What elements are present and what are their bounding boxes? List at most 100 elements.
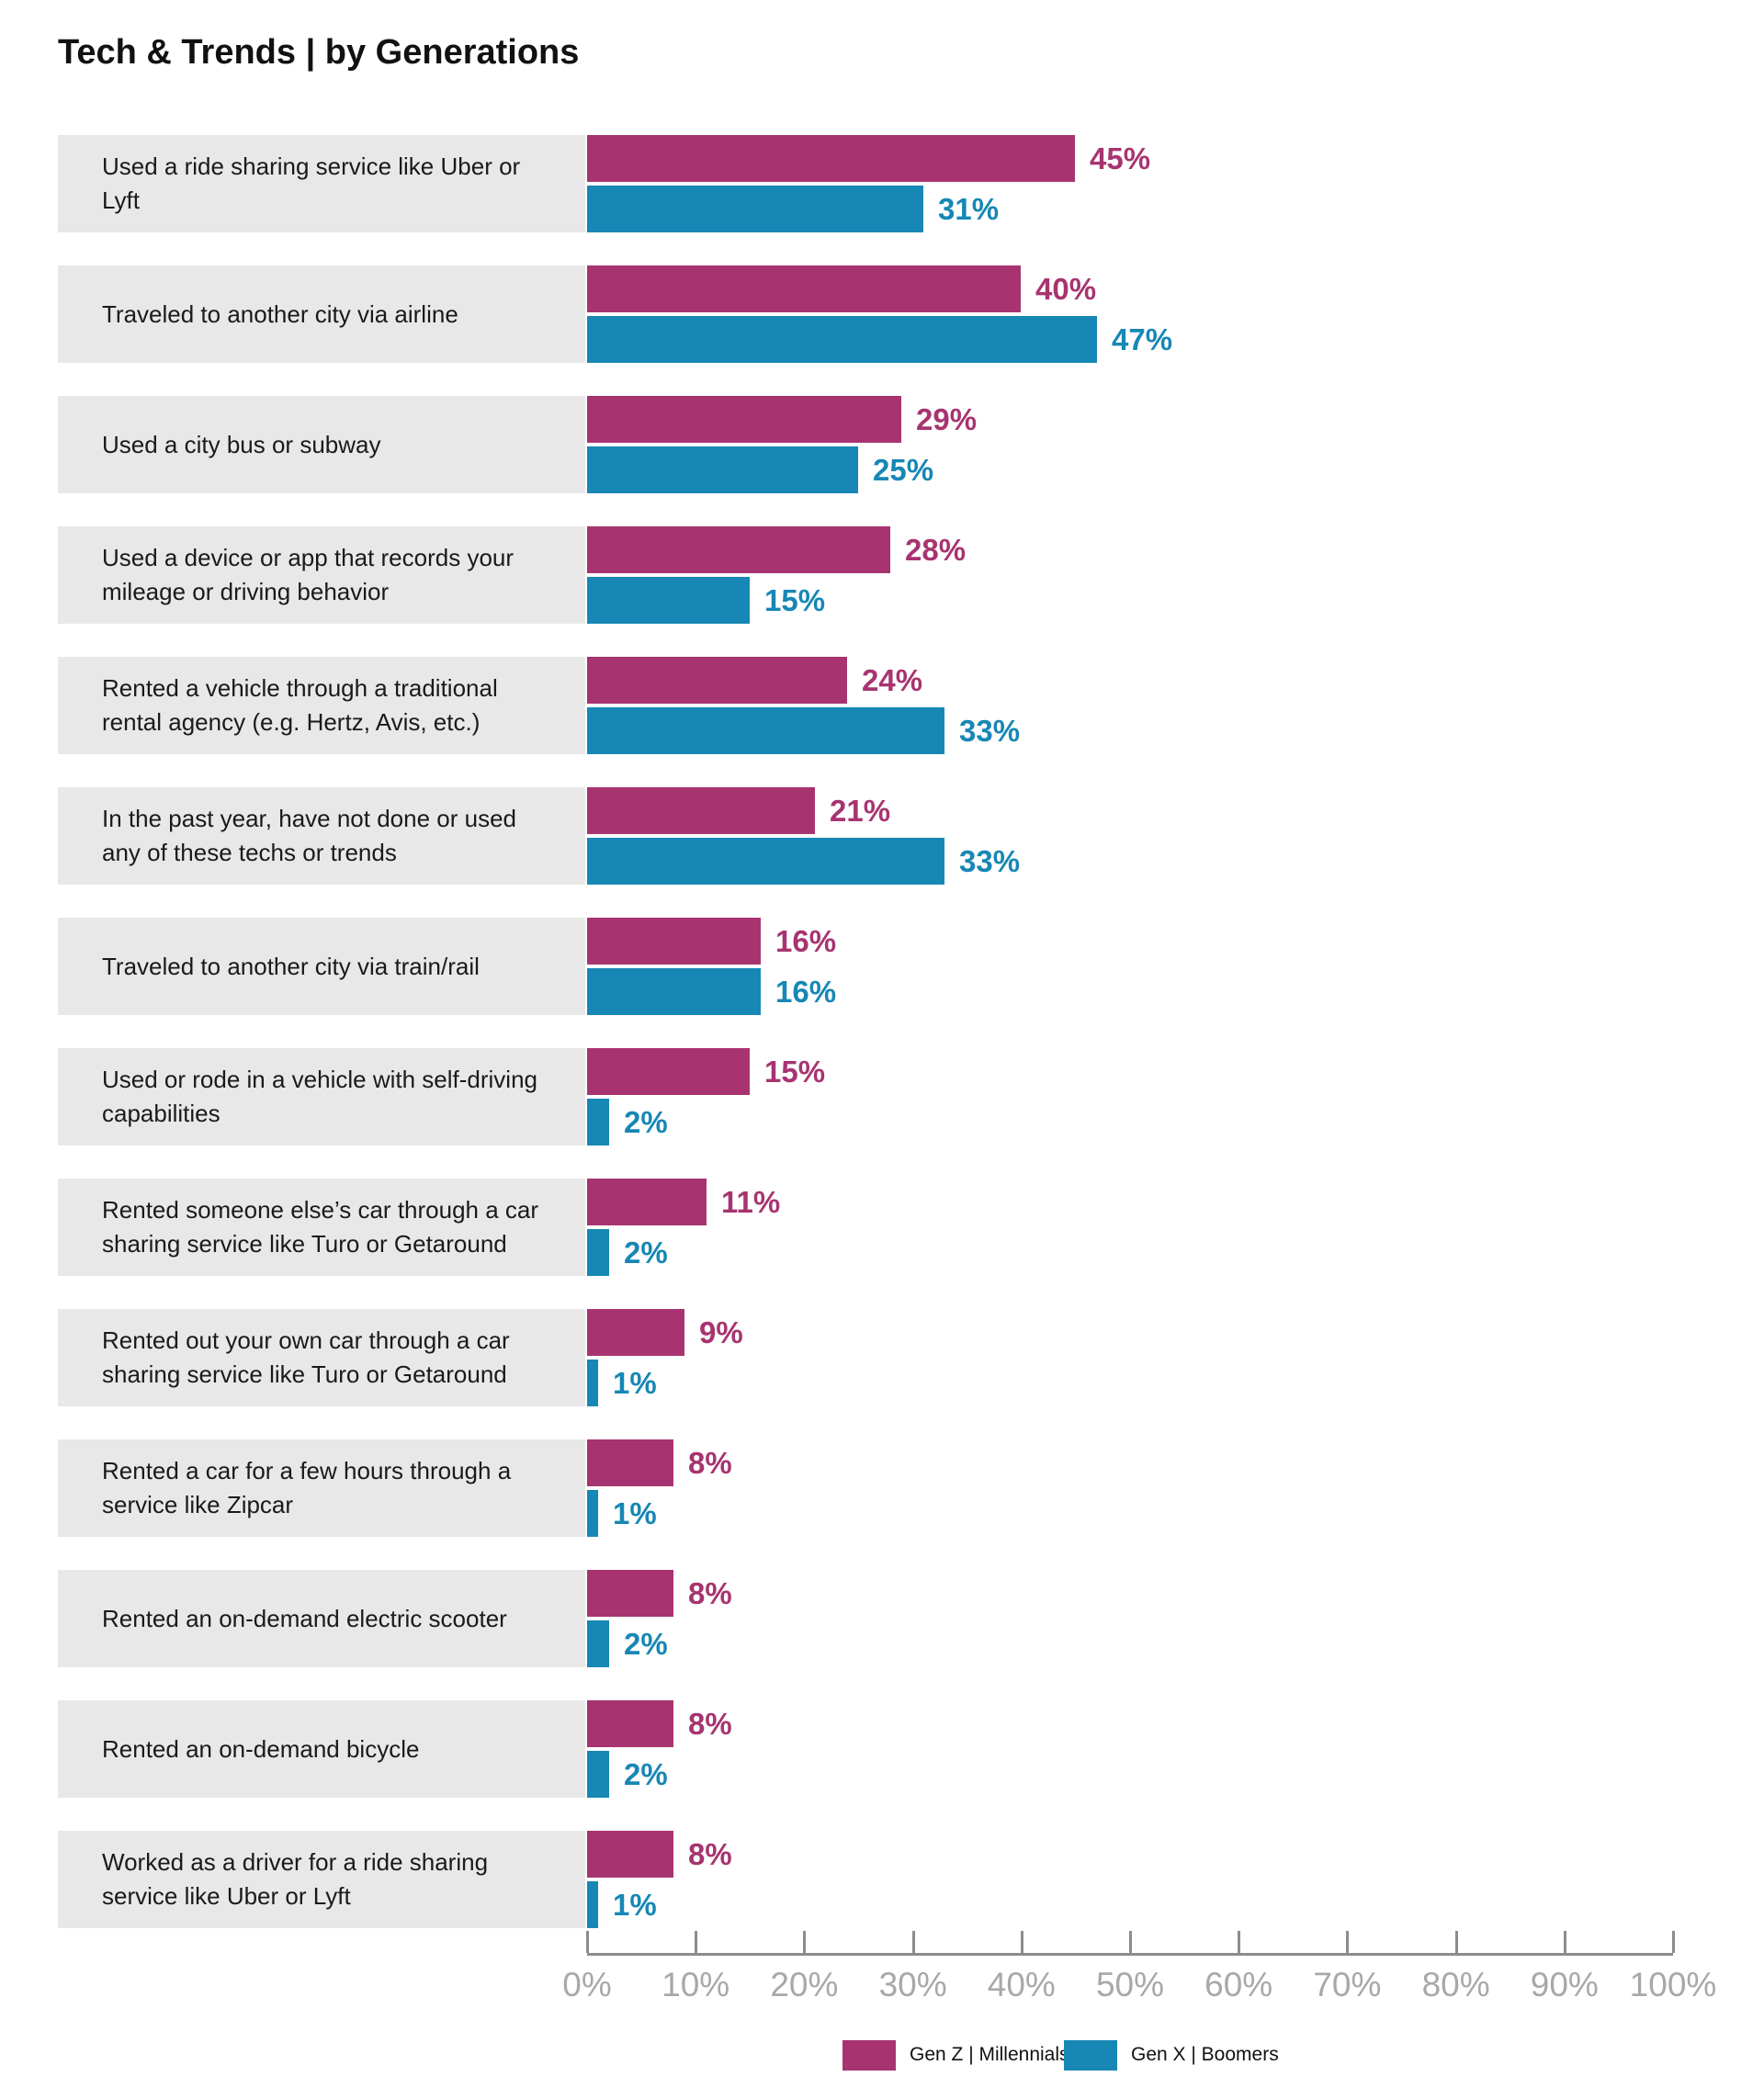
- category-label: Used a device or app that records your m…: [58, 526, 585, 624]
- bar-group: 28% 15%: [587, 526, 966, 624]
- value-label: 1%: [613, 1887, 657, 1922]
- chart-row: In the past year, have not done or used …: [0, 787, 1764, 885]
- x-axis-tick-labels: 0% 10% 20% 30% 40% 50% 60% 70% 80% 90% 100%: [562, 1966, 1716, 2012]
- axis-tick: [803, 1931, 807, 1953]
- value-label: 29%: [916, 401, 978, 436]
- chart-row: Used or rode in a vehicle with self-driv…: [0, 1048, 1764, 1145]
- legend-item-gen-z-millennials: Gen Z | Millennials: [842, 2039, 1069, 2071]
- axis-tick-label: 50%: [1095, 1966, 1165, 2003]
- value-label: 2%: [624, 1756, 668, 1791]
- legend-label: Gen Z | Millennials: [910, 2044, 1069, 2065]
- chart-row: Rented a car for a few hours through a s…: [0, 1439, 1764, 1537]
- bar-group: 24% 33%: [587, 657, 1020, 754]
- bar-gen-z-millennials: [587, 1048, 750, 1095]
- category-label: Rented a vehicle through a traditional r…: [58, 657, 585, 754]
- bar-gen-x-boomers: [587, 1490, 598, 1537]
- bar-gen-z-millennials: [587, 526, 890, 573]
- value-label: 15%: [764, 1054, 826, 1089]
- bar-line: 11%: [587, 1179, 780, 1225]
- axis-tick-label: 40%: [987, 1966, 1056, 2003]
- bar-line: 28%: [587, 526, 966, 573]
- bar-gen-x-boomers: [587, 577, 750, 624]
- value-label: 1%: [613, 1365, 657, 1400]
- axis-tick-label: 10%: [662, 1966, 730, 2003]
- value-label: 11%: [721, 1184, 781, 1219]
- bar-line: 25%: [587, 446, 977, 493]
- bar-line: 2%: [587, 1620, 732, 1667]
- axis-tick-label: 90%: [1530, 1966, 1599, 2003]
- bar-line: 15%: [587, 1048, 825, 1095]
- category-label: Traveled to another city via train/rail: [58, 918, 585, 1015]
- category-label: Rented an on-demand electric scooter: [58, 1570, 585, 1667]
- chart-row: Used a ride sharing service like Uber or…: [0, 135, 1764, 232]
- legend-swatch: [1064, 2039, 1117, 2071]
- bar-gen-z-millennials: [587, 1831, 673, 1878]
- bar-group: 29% 25%: [587, 396, 977, 493]
- category-label: Traveled to another city via airline: [58, 265, 585, 363]
- value-label: 25%: [873, 452, 934, 487]
- category-label: Used or rode in a vehicle with self-driv…: [58, 1048, 585, 1145]
- category-label: In the past year, have not done or used …: [58, 787, 585, 885]
- category-label: Rented an on-demand bicycle: [58, 1700, 585, 1798]
- bar-group: 8% 1%: [587, 1831, 732, 1928]
- axis-tick-label: 30%: [878, 1966, 947, 2003]
- bar-line: 1%: [587, 1490, 732, 1537]
- category-label: Used a city bus or subway: [58, 396, 585, 493]
- bar-gen-x-boomers: [587, 1751, 609, 1798]
- bar-gen-x-boomers: [587, 707, 944, 754]
- bar-line: 2%: [587, 1751, 732, 1798]
- bar-gen-z-millennials: [587, 1309, 684, 1356]
- chart-row: Traveled to another city via train/rail 1…: [0, 918, 1764, 1015]
- axis-tick: [586, 1931, 589, 1953]
- chart-row: Rented an on-demand electric scooter 8% 2%: [0, 1570, 1764, 1667]
- value-label: 8%: [688, 1445, 732, 1480]
- category-label: Rented a car for a few hours through a s…: [58, 1439, 585, 1537]
- bar-line: 8%: [587, 1570, 732, 1617]
- bar-line: 45%: [587, 135, 1150, 182]
- axis-tick: [1672, 1931, 1675, 1953]
- axis-tick: [695, 1931, 698, 1953]
- bar-line: 2%: [587, 1229, 780, 1276]
- x-axis: [586, 1931, 1675, 1956]
- chart-row: Used a device or app that records your m…: [0, 526, 1764, 624]
- bar-line: 24%: [587, 657, 1020, 704]
- axis-tick-label: 100%: [1629, 1966, 1717, 2003]
- value-label: 1%: [613, 1495, 657, 1530]
- value-label: 2%: [624, 1104, 668, 1139]
- bar-gen-x-boomers: [587, 1099, 609, 1145]
- bar-line: 8%: [587, 1831, 732, 1878]
- bar-group: 45% 31%: [587, 135, 1150, 232]
- bar-gen-x-boomers: [587, 186, 923, 232]
- bar-line: 31%: [587, 186, 1150, 232]
- value-label: 47%: [1112, 322, 1173, 356]
- axis-tick-label: 20%: [770, 1966, 839, 2003]
- axis-tick-label: 70%: [1313, 1966, 1382, 2003]
- bar-group: 11% 2%: [587, 1179, 780, 1276]
- bar-gen-x-boomers: [587, 838, 944, 885]
- value-label: 2%: [624, 1235, 668, 1270]
- bar-gen-z-millennials: [587, 787, 815, 834]
- axis-tick: [1129, 1931, 1132, 1953]
- chart-title: Tech & Trends | by Generations: [58, 33, 580, 72]
- bar-line: 9%: [587, 1309, 743, 1356]
- bar-gen-x-boomers: [587, 1881, 598, 1928]
- value-label: 8%: [688, 1575, 732, 1610]
- axis-tick: [1563, 1931, 1566, 1953]
- bar-line: 8%: [587, 1439, 732, 1486]
- category-label: Used a ride sharing service like Uber or…: [58, 135, 585, 232]
- value-label: 33%: [959, 843, 1021, 878]
- value-label: 28%: [905, 532, 967, 567]
- axis-tick: [911, 1931, 915, 1953]
- chart-row: Worked as a driver for a ride sharing se…: [0, 1831, 1764, 1928]
- axis-tick-label: 60%: [1204, 1966, 1273, 2003]
- bar-gen-z-millennials: [587, 657, 847, 704]
- value-label: 8%: [688, 1836, 732, 1871]
- bar-line: 1%: [587, 1881, 732, 1928]
- value-label: 31%: [938, 191, 1000, 226]
- value-label: 33%: [959, 713, 1021, 748]
- value-label: 9%: [699, 1315, 743, 1349]
- chart-row: Rented someone else’s car through a car …: [0, 1179, 1764, 1276]
- value-label: 8%: [688, 1706, 732, 1741]
- value-label: 40%: [1035, 271, 1097, 306]
